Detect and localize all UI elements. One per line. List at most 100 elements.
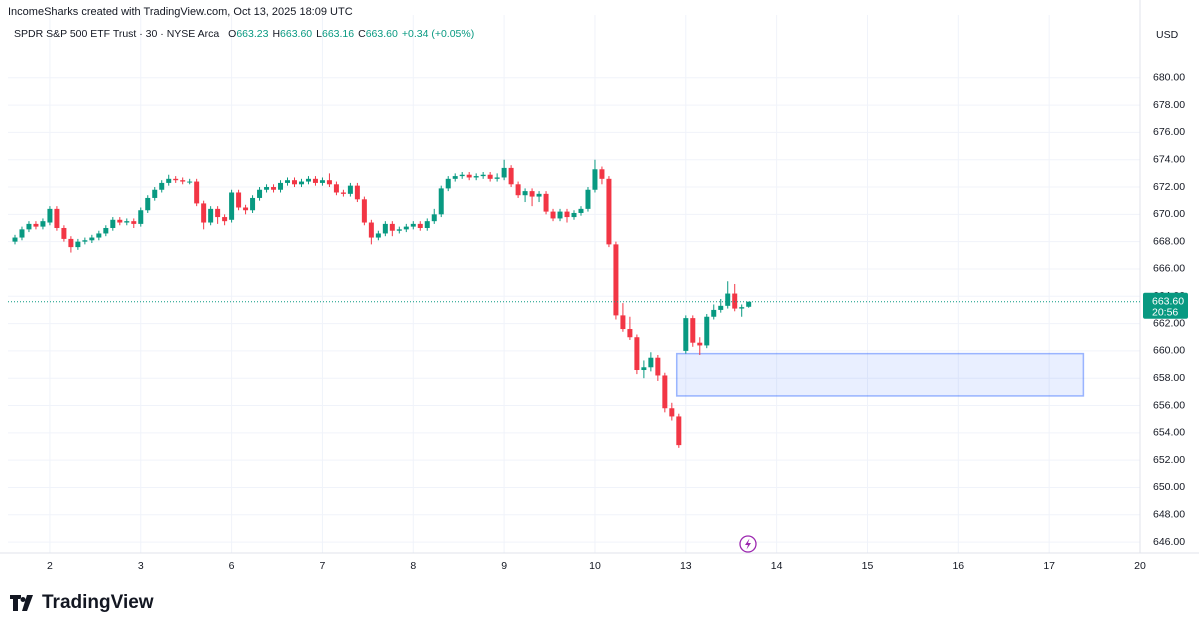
y-tick-label: 646.00 xyxy=(1153,536,1185,548)
candle-body xyxy=(494,177,500,179)
candle-body xyxy=(82,240,88,242)
candle-body xyxy=(508,167,514,185)
brand-logo xyxy=(10,595,33,611)
candle-body xyxy=(711,309,717,317)
x-tick-label: 6 xyxy=(229,560,235,572)
candle-body xyxy=(68,238,74,248)
candle-body xyxy=(515,184,521,196)
y-tick-label: 656.00 xyxy=(1153,399,1185,411)
candle-body xyxy=(145,197,151,211)
candle-body xyxy=(403,226,409,230)
candle-body xyxy=(215,208,221,218)
candle-body xyxy=(725,293,731,306)
candle-body xyxy=(305,178,311,182)
candle-body xyxy=(445,178,451,189)
candle-body xyxy=(704,316,710,346)
last-price-box xyxy=(1143,292,1188,319)
candle-body xyxy=(340,192,346,194)
candle-body xyxy=(47,208,53,223)
y-tick-label: 662.00 xyxy=(1153,317,1185,329)
y-tick-label: 652.00 xyxy=(1153,454,1185,466)
ohlc-key: O xyxy=(228,28,237,40)
candle-body xyxy=(613,244,619,316)
candle-body xyxy=(676,416,682,446)
x-tick-label: 16 xyxy=(952,560,964,572)
ohlc-key: H xyxy=(272,28,281,40)
x-tick-label: 13 xyxy=(680,560,692,572)
candle-body xyxy=(12,237,18,242)
x-tick-label: 2 xyxy=(47,560,53,572)
y-tick-label: 672.00 xyxy=(1153,181,1185,193)
candle-body xyxy=(683,318,689,351)
candle-body xyxy=(54,208,60,228)
ohlc-key: C xyxy=(358,28,366,40)
x-tick-label: 17 xyxy=(1043,560,1055,572)
candle-body xyxy=(326,180,332,185)
candle-body xyxy=(285,180,291,183)
y-tick-label: 666.00 xyxy=(1153,263,1185,275)
candle-body xyxy=(648,357,654,368)
candle-body xyxy=(690,318,696,343)
candle-body xyxy=(278,182,284,190)
candle-body xyxy=(187,181,193,183)
change: +0.34 (+0.05%) xyxy=(401,28,475,40)
candle-body xyxy=(522,191,528,196)
brand-name: TradingView xyxy=(42,592,154,613)
candle-body xyxy=(438,188,444,215)
x-tick-label: 7 xyxy=(320,560,326,572)
candle-body xyxy=(138,210,144,224)
candle-body xyxy=(152,189,158,198)
candle-body xyxy=(669,408,675,417)
currency: USD xyxy=(1156,29,1179,41)
ohlc-value: 663.60 xyxy=(365,28,398,40)
candle-body xyxy=(564,211,570,218)
ohlc-value: 663.16 xyxy=(322,28,355,40)
candle-body xyxy=(627,329,633,338)
ohlc-key: L xyxy=(316,28,322,40)
brand: TradingView xyxy=(10,592,154,614)
candle-body xyxy=(40,221,46,227)
candle-body xyxy=(61,227,67,239)
ohlc-value: 663.60 xyxy=(280,28,313,40)
y-tick-label: 660.00 xyxy=(1153,345,1185,357)
candle-body xyxy=(529,191,535,197)
candle-body xyxy=(361,199,367,223)
credit: IncomeSharks created with TradingView.co… xyxy=(8,6,353,18)
candle-body xyxy=(592,169,598,190)
candle-body xyxy=(382,223,388,234)
candle-body xyxy=(599,169,605,179)
candle-body xyxy=(166,178,172,183)
candle-body xyxy=(103,227,109,234)
legend: SPDR S&P 500 ETF Trust · 30 · NYSE Arca … xyxy=(14,28,478,40)
candle-body xyxy=(354,185,360,200)
candle-body xyxy=(124,221,130,223)
candle-body xyxy=(431,214,437,222)
candle-body xyxy=(222,217,228,222)
candle-body xyxy=(396,229,402,231)
candle-body xyxy=(208,208,214,223)
zone xyxy=(675,352,1085,397)
candle-body xyxy=(487,174,493,179)
event-icon-bolt xyxy=(745,538,751,550)
candle-body xyxy=(96,233,102,238)
candle-body xyxy=(229,192,235,220)
candle-body xyxy=(424,221,430,228)
x-tick-label: 15 xyxy=(862,560,874,572)
y-tick-label: 650.00 xyxy=(1153,481,1185,493)
y-tick-label: 680.00 xyxy=(1153,72,1185,84)
candle-body xyxy=(389,223,395,231)
y-tick-label: 674.00 xyxy=(1153,153,1185,165)
x-tick-label: 8 xyxy=(410,560,416,572)
candle-body xyxy=(466,174,472,178)
candle-body xyxy=(550,211,556,219)
candle-body xyxy=(459,174,465,177)
candle-body xyxy=(131,221,137,224)
candle-body xyxy=(585,189,591,209)
candle-body xyxy=(746,301,752,307)
candle-body xyxy=(571,212,577,218)
candle-body xyxy=(26,223,32,230)
candle-body xyxy=(473,176,479,178)
candle-body xyxy=(417,223,423,228)
candle-body xyxy=(236,192,242,208)
